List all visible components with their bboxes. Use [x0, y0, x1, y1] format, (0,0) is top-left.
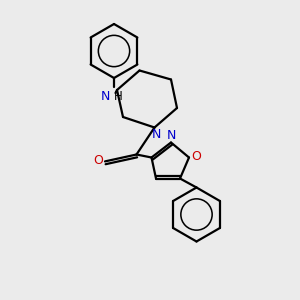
Text: N: N — [151, 128, 161, 141]
Text: N: N — [166, 129, 176, 142]
Text: N: N — [101, 89, 110, 103]
Text: O: O — [94, 154, 103, 167]
Text: O: O — [192, 149, 201, 163]
Text: H: H — [114, 89, 123, 103]
